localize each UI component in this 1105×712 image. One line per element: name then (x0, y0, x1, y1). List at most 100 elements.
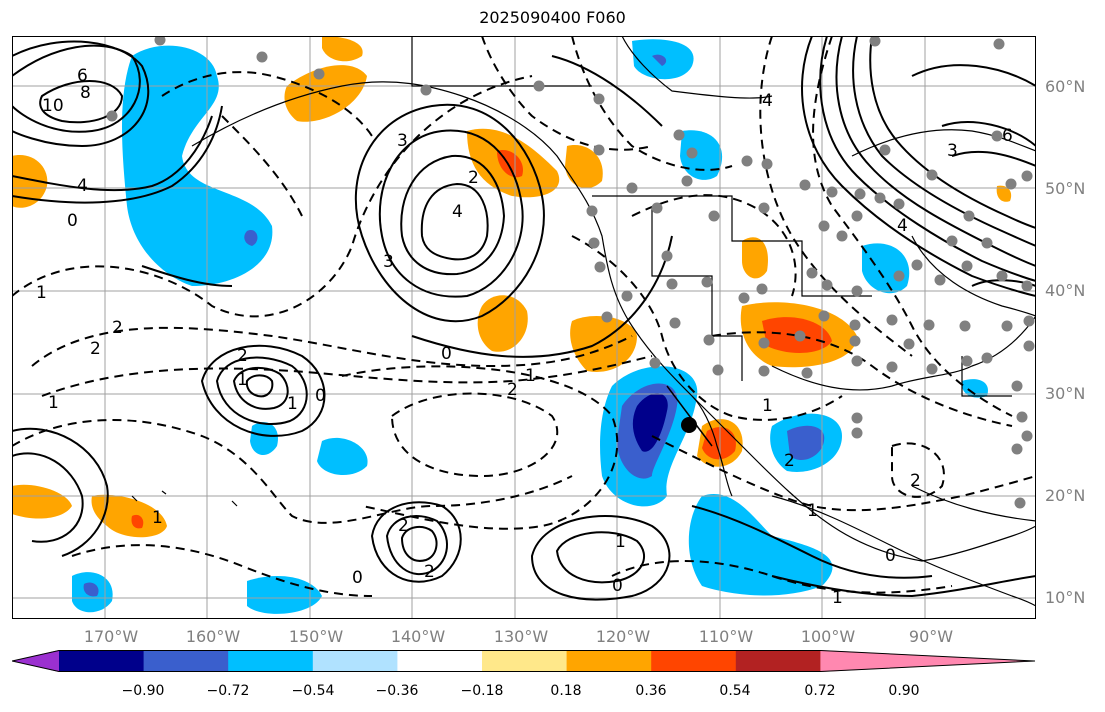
station-markers (106, 36, 1035, 509)
lon-label: 150°W (288, 627, 344, 646)
contour-label: 2 (398, 516, 409, 536)
lon-label: 90°W (908, 627, 954, 646)
contour-label: 1 (48, 393, 59, 413)
colorbar-tick-label: −0.72 (206, 683, 250, 699)
contour-label: 1 (36, 283, 47, 303)
positive-area (477, 295, 528, 352)
contour-label: 8 (80, 83, 91, 103)
contour-label: 2 (424, 562, 435, 582)
contour-label: 2 (784, 451, 795, 471)
hurricane-center-marker (681, 417, 697, 433)
colorbar-outline (12, 650, 1036, 672)
lon-label: 160°W (185, 627, 241, 646)
contour-label: 0 (315, 386, 326, 406)
contour-label: 4 (897, 216, 908, 236)
lon-label: 120°W (595, 627, 651, 646)
colorbar-segment (482, 650, 568, 672)
lat-label: 60°N (1045, 77, 1086, 96)
negative-area (652, 54, 667, 66)
colorbar-segment (397, 650, 483, 672)
lat-label: 10°N (1045, 588, 1086, 607)
positive-area (565, 145, 603, 189)
colorbar-segment (143, 650, 229, 672)
positive-area (742, 237, 768, 279)
colorbar-segment (566, 650, 652, 672)
contour-label: 1 (237, 370, 248, 390)
colorbar-extension-left (12, 650, 59, 672)
positive-area (702, 427, 736, 460)
contour-label: 3 (383, 252, 394, 272)
colorbar-tick-label: −0.54 (291, 683, 335, 699)
contour-label: 3 (947, 141, 958, 161)
contour-label: 1 (807, 501, 818, 521)
contour-label: 10 (42, 96, 64, 116)
negative-area (250, 422, 278, 456)
colorbar-tick-label: 0.90 (888, 683, 920, 699)
lon-label: 110°W (698, 627, 754, 646)
contour-label: 3 (397, 131, 408, 151)
colorbar-tick-label: 0.36 (635, 683, 667, 699)
contour-label: 2 (112, 318, 123, 338)
contour-label: 1 (762, 396, 773, 416)
colorbar-segment (651, 650, 737, 672)
negative-area (83, 582, 99, 597)
colorbar-segment (312, 650, 398, 672)
map-frame (12, 36, 1036, 619)
contour-label: 6 (77, 66, 88, 86)
lon-label: 100°W (800, 627, 856, 646)
lon-label: 140°W (390, 627, 446, 646)
colorbar (12, 650, 1036, 672)
lat-label: 20°N (1045, 486, 1086, 505)
dashed-contours (12, 36, 1036, 597)
contour-label: 0 (612, 576, 623, 596)
map-plot: 6 8 10 4 0 1 2 3 4 2 1 3 0 2 2 1 0 1 2 1… (12, 36, 1036, 619)
colorbar-segment (59, 650, 145, 672)
contour-label: 4 (452, 202, 463, 222)
lon-label: 170°W (83, 627, 139, 646)
contour-label: 0 (67, 211, 78, 231)
negative-area (688, 494, 833, 596)
positive-area (996, 185, 1012, 202)
contour-label: 1 (152, 508, 163, 528)
contour-label: 4 (762, 91, 773, 111)
negative-area (632, 393, 668, 452)
negative-area (244, 229, 258, 246)
colorbar-tick-label: 0.72 (804, 683, 836, 699)
contour-label: 0 (441, 344, 452, 364)
positive-area (91, 494, 167, 538)
colorbar-extension-right (820, 650, 1035, 672)
contour-label: 2 (468, 168, 479, 188)
contour-label: 2 (90, 339, 101, 359)
lat-label: 30°N (1045, 384, 1086, 403)
colorbar-tick-label: 0.18 (550, 683, 582, 699)
contour-label: 2 (910, 471, 921, 491)
contour-label: 6 (1002, 126, 1013, 146)
map-title: 2025090400 F060 (479, 8, 626, 27)
colorbar-segment (228, 650, 314, 672)
colorbar-tick-label: −0.90 (121, 683, 165, 699)
solid-contours (12, 36, 1036, 601)
colorbar-segment (735, 650, 821, 672)
negative-area (787, 425, 825, 461)
positive-area (131, 514, 144, 529)
contour-label: 1 (615, 532, 626, 552)
positive-area (12, 484, 72, 519)
negative-area (862, 243, 910, 294)
contour-label: 4 (77, 176, 88, 196)
negative-area (247, 576, 322, 614)
contour-label: 2 (237, 346, 248, 366)
positive-area (570, 316, 637, 372)
contour-label: 2 (507, 380, 518, 400)
positive-area (322, 36, 363, 62)
lon-label: 130°W (493, 627, 549, 646)
negative-area (961, 379, 988, 398)
positive-area (284, 65, 367, 122)
contour-label: 1 (287, 394, 298, 414)
negative-area (122, 45, 273, 286)
colorbar-tick-label: 0.54 (719, 683, 751, 699)
positive-area (12, 155, 48, 208)
lat-label: 40°N (1045, 281, 1086, 300)
contour-label: 0 (885, 546, 896, 566)
negative-area (317, 437, 368, 476)
colorbar-tick-label: −0.18 (460, 683, 504, 699)
